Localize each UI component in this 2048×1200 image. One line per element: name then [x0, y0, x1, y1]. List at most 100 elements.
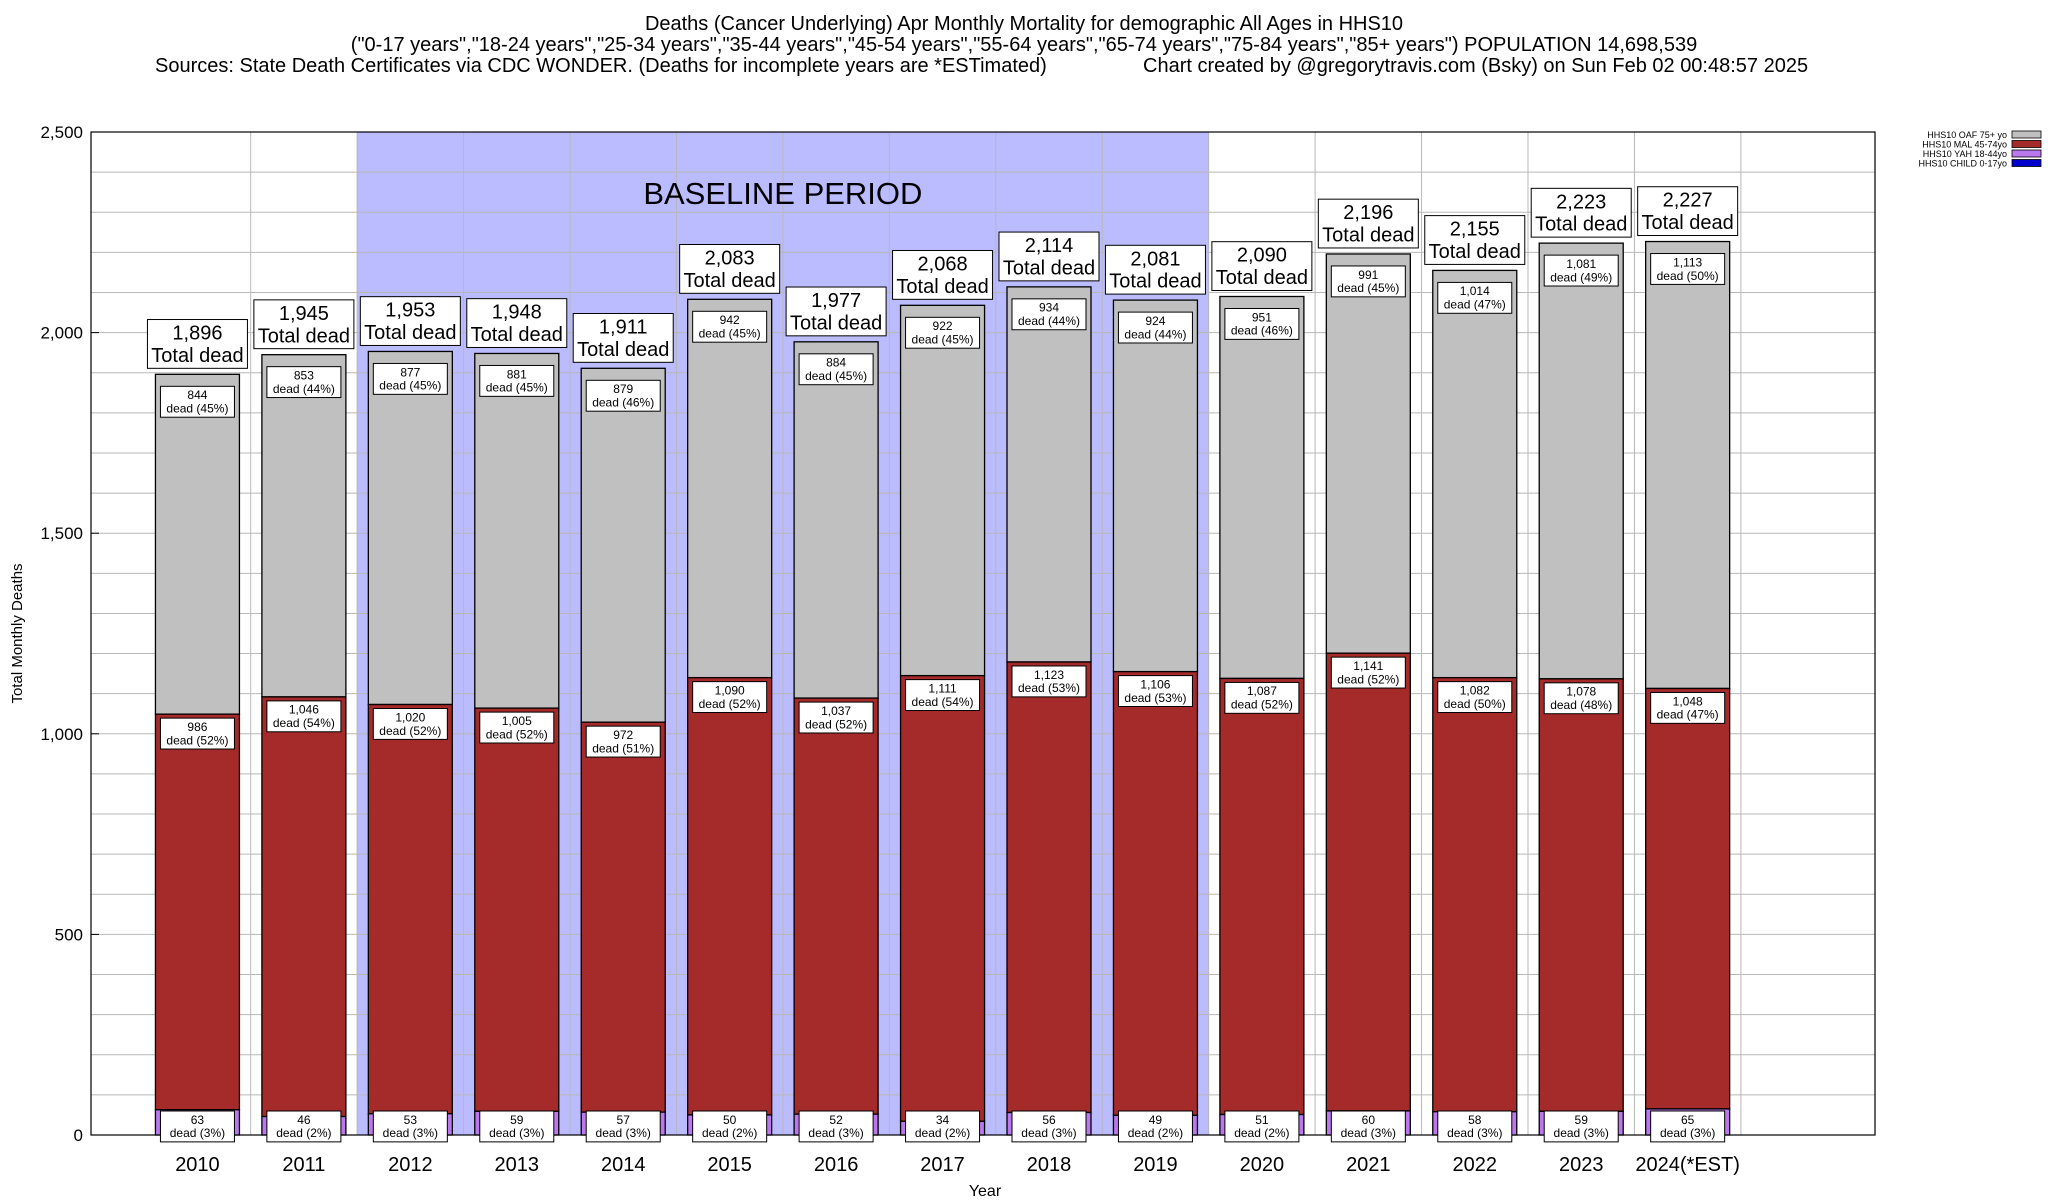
yah-data-label: 52	[829, 1113, 843, 1127]
oaf-data-label: dead (47%)	[1444, 298, 1506, 312]
oaf-data-label: dead (44%)	[273, 382, 335, 396]
mal-data-label: dead (51%)	[592, 741, 654, 755]
mal-data-label: dead (48%)	[1550, 698, 1612, 712]
chart-credit: Chart created by @gregorytravis.com (Bsk…	[1143, 55, 1809, 77]
yah-data-label: 65	[1681, 1113, 1695, 1127]
yah-data-label: dead (3%)	[1554, 1126, 1609, 1140]
yah-data-label-box	[1117, 1110, 1193, 1143]
y-tick-label: 1,500	[40, 524, 83, 543]
baseline-period-label: BASELINE PERIOD	[643, 176, 922, 211]
yah-data-label: 46	[297, 1113, 311, 1127]
mal-data-label: 1,082	[1460, 683, 1490, 697]
oaf-data-label-box	[905, 316, 981, 349]
x-tick-label: 2013	[495, 1154, 540, 1176]
oaf-data-label: dead (46%)	[592, 396, 654, 410]
total-label-box	[146, 319, 248, 369]
total-label: 1,945	[279, 303, 329, 325]
mal-data-label: dead (47%)	[1657, 708, 1719, 722]
legend-swatch	[2011, 159, 2042, 167]
chart-sources: Sources: State Death Certificates via CD…	[155, 55, 1047, 77]
yah-data-label: dead (3%)	[383, 1126, 438, 1140]
oaf-data-label: dead (44%)	[1124, 327, 1186, 341]
mal-data-label: 1,005	[502, 714, 532, 728]
total-label-box	[1530, 187, 1632, 238]
bar-oaf-75plus	[899, 304, 986, 677]
total-label: Total dead	[1003, 257, 1095, 279]
oaf-data-label: 881	[507, 367, 527, 381]
total-label: 1,911	[599, 317, 648, 339]
mal-data-label-box	[1543, 682, 1619, 715]
x-tick-label: 2015	[707, 1154, 752, 1176]
x-tick-label: 2010	[175, 1154, 220, 1176]
mal-data-label: dead (52%)	[1231, 698, 1293, 712]
total-label: Total dead	[790, 312, 882, 334]
oaf-data-label: 951	[1252, 310, 1272, 324]
oaf-data-label: dead (44%)	[1018, 314, 1080, 328]
mal-data-label-box	[479, 711, 555, 744]
oaf-data-label: 922	[933, 319, 953, 333]
total-label-box	[998, 231, 1100, 282]
oaf-data-label: 877	[400, 365, 420, 379]
bar-mal-45-74	[1006, 661, 1092, 1114]
yah-data-label-box	[905, 1110, 981, 1143]
legend-label: HHS10 MAL 45-74yo	[1922, 140, 2007, 150]
yah-data-label: 59	[510, 1113, 524, 1127]
yah-data-label: dead (2%)	[276, 1126, 331, 1140]
mal-data-label: 1,046	[289, 703, 319, 717]
bar-mal-45-74	[1432, 676, 1518, 1113]
oaf-data-label: dead (45%)	[805, 369, 867, 383]
total-label: Total dead	[1322, 225, 1414, 247]
total-label-box	[1211, 241, 1313, 291]
x-axis-title: Year	[969, 1183, 1002, 1200]
y-axis-title: Total Monthly Deaths	[9, 563, 26, 703]
x-tick-label: 2019	[1133, 1154, 1178, 1176]
y-tick-label: 500	[55, 925, 83, 944]
mal-data-label-box	[1117, 675, 1193, 707]
mal-data-label: dead (52%)	[699, 697, 761, 711]
bar-oaf-75plus	[687, 298, 773, 679]
oaf-data-label: dead (45%)	[1337, 281, 1399, 295]
bar-mal-45-74	[687, 676, 773, 1116]
oaf-data-label: dead (45%)	[912, 333, 974, 347]
total-label-box	[253, 299, 355, 350]
legend-swatch	[2011, 140, 2042, 148]
y-tick-label: 1,000	[40, 725, 83, 744]
yah-data-label-box	[1437, 1110, 1513, 1143]
bar-oaf-75plus	[367, 350, 453, 706]
yah-data-label: 57	[617, 1113, 631, 1127]
total-label: 1,896	[172, 323, 222, 345]
oaf-data-label: 853	[294, 368, 314, 382]
oaf-data-label: dead (46%)	[1231, 324, 1293, 338]
mal-data-label-box	[266, 700, 342, 733]
mal-data-label: dead (52%)	[166, 733, 228, 747]
total-label: Total dead	[896, 276, 988, 298]
oaf-data-label: dead (45%)	[166, 402, 228, 416]
yah-data-label: dead (3%)	[596, 1126, 651, 1140]
oaf-data-label: 884	[826, 356, 846, 370]
yah-data-label-box	[1011, 1110, 1087, 1143]
yah-data-label-box	[159, 1110, 235, 1143]
legend-swatch	[2011, 130, 2042, 139]
bar-mal-45-74	[1538, 678, 1624, 1112]
total-label: Total dead	[1642, 212, 1734, 234]
yah-data-label-box	[372, 1110, 448, 1143]
yah-data-label-box	[1224, 1110, 1300, 1143]
oaf-data-label: dead (45%)	[486, 381, 548, 395]
bar-oaf-75plus	[1432, 269, 1518, 679]
bar-mal-45-74	[1112, 670, 1199, 1116]
yah-data-label: 56	[1042, 1113, 1056, 1127]
x-tick-label: 2020	[1240, 1154, 1285, 1176]
bar-mal-45-74	[474, 707, 560, 1112]
oaf-data-label-box	[1117, 311, 1193, 344]
yah-data-label: dead (2%)	[702, 1126, 757, 1140]
x-tick-label: 2014	[601, 1154, 646, 1176]
x-tick-label: 2024(*EST)	[1635, 1154, 1740, 1176]
yah-data-label-box	[798, 1110, 874, 1143]
yah-data-label: 51	[1255, 1113, 1269, 1127]
total-label-box	[1317, 198, 1419, 249]
mal-data-label: 1,037	[821, 704, 851, 718]
mal-data-label: 986	[187, 720, 207, 734]
bar-oaf-75plus	[474, 352, 560, 709]
mal-data-label: 1,087	[1247, 684, 1277, 698]
